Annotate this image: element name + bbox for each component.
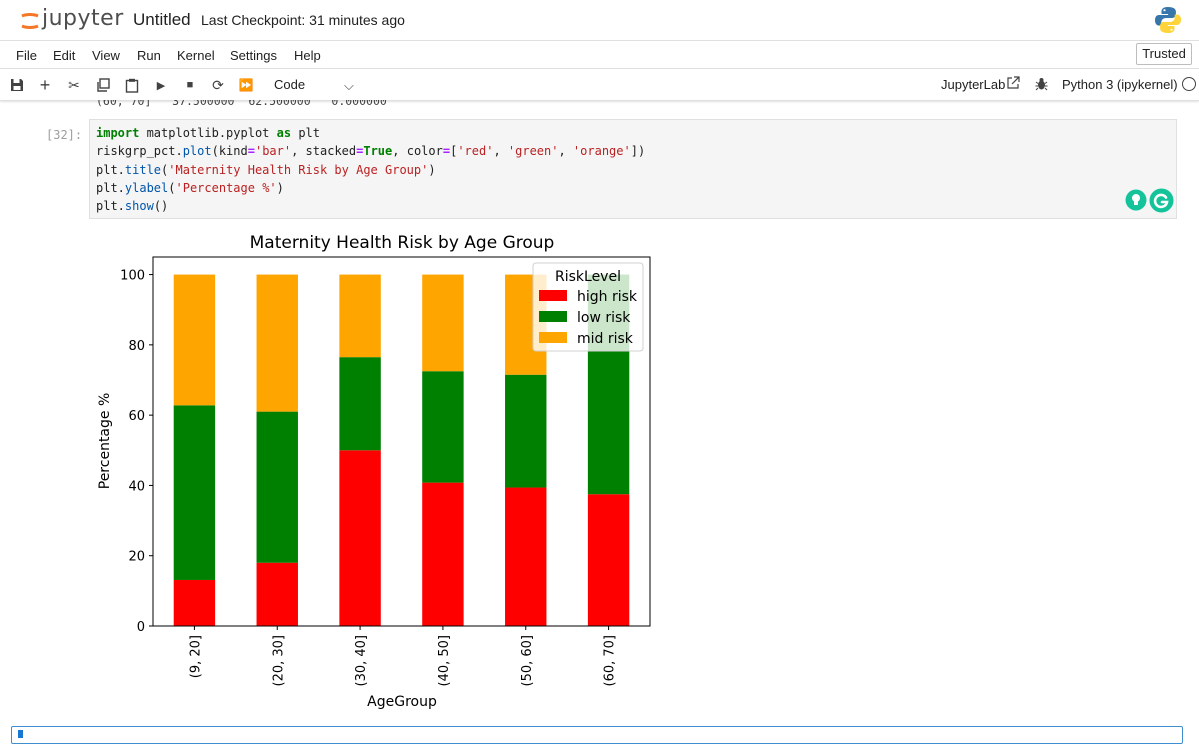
add-icon[interactable]: + <box>39 74 51 95</box>
legend-swatch-0 <box>539 290 567 301</box>
notebook-title[interactable]: Untitled <box>133 10 191 29</box>
cell-prompt: [32]: <box>46 128 83 142</box>
legend-swatch-2 <box>539 332 567 343</box>
run-icon[interactable]: ▶ <box>156 79 166 92</box>
paste-icon[interactable] <box>123 76 141 94</box>
bar-low-risk-3 <box>422 371 464 483</box>
plot-frame <box>152 256 651 627</box>
legend-box <box>532 262 644 352</box>
menu-bar <box>0 41 1199 69</box>
chart-title: Maternity Health Risk by Age Group <box>250 233 555 253</box>
legend-label-2: mid risk <box>577 331 634 347</box>
y-tick-label-0: 0 <box>137 620 145 635</box>
bar-low-risk-4 <box>505 374 547 488</box>
bar-mid-risk-2 <box>339 274 381 358</box>
menu-kernel[interactable]: Kernel <box>177 48 215 63</box>
x-axis-label: AgeGroup <box>367 694 437 710</box>
bar-high-risk-0 <box>173 579 216 626</box>
copy-icon[interactable] <box>94 76 112 94</box>
bar-mid-risk-3 <box>422 274 464 372</box>
stop-icon[interactable]: ■ <box>186 79 194 91</box>
y-tick-label-4: 80 <box>128 339 145 354</box>
x-tick-label-2: (30, 40] <box>354 635 369 687</box>
y-tick-label-2: 40 <box>128 479 145 494</box>
chevron-down-icon[interactable]: ⌵ <box>344 78 354 93</box>
bar-low-risk-1 <box>256 411 298 563</box>
kernel-status-icon <box>1182 77 1196 91</box>
menu-edit[interactable]: Edit <box>53 48 76 63</box>
jupyter-wordmark[interactable]: jupyter <box>42 6 124 31</box>
x-tick-label-4: (50, 60] <box>520 635 535 687</box>
previous-output-row: (60, 70] 37.500000 62.500000 0.000000 <box>96 94 387 108</box>
cell-type-select[interactable]: Code <box>274 77 306 92</box>
next-code-cell[interactable] <box>11 726 1183 744</box>
bar-high-risk-4 <box>505 487 547 626</box>
bar-mid-risk-4 <box>505 274 547 375</box>
code-text[interactable]: import matplotlib.pyplot as plt riskgrp_… <box>96 126 646 214</box>
kernel-name[interactable]: Python 3 (ipykernel) <box>1062 77 1178 92</box>
grammarly-icon[interactable] <box>1149 188 1174 213</box>
x-tick-label-1: (20, 30] <box>271 635 286 687</box>
save-icon[interactable] <box>8 76 26 94</box>
trusted-badge[interactable]: Trusted <box>1136 43 1192 65</box>
code-cell-editor[interactable] <box>89 119 1177 219</box>
menu-run[interactable]: Run <box>137 48 161 63</box>
legend-title: RiskLevel <box>555 269 621 285</box>
checkpoint-status: Last Checkpoint: 31 minutes ago <box>201 12 405 28</box>
bug-icon[interactable] <box>1035 77 1048 96</box>
notebook-toolbar <box>0 69 1199 101</box>
y-axis-label: Percentage % <box>97 393 113 490</box>
y-tick-label-1: 20 <box>128 550 145 565</box>
bar-high-risk-1 <box>256 562 298 626</box>
bar-low-risk-5 <box>587 274 630 495</box>
legend-label-1: low risk <box>577 310 631 326</box>
bar-low-risk-0 <box>173 405 216 580</box>
x-tick-label-5: (60, 70] <box>603 635 618 687</box>
external-link-icon[interactable] <box>1006 76 1020 95</box>
restart-icon[interactable]: ⟳ <box>212 76 224 93</box>
menu-help[interactable]: Help <box>294 48 321 63</box>
x-tick-label-3: (40, 50] <box>437 635 452 687</box>
bar-mid-risk-1 <box>256 274 298 412</box>
x-tick-label-0: (9, 20] <box>188 635 203 678</box>
jupyter-logo-icon[interactable] <box>16 6 136 34</box>
python-logo-icon <box>1155 7 1181 33</box>
fast-forward-icon[interactable]: ⏩ <box>238 78 254 92</box>
bar-high-risk-3 <box>422 482 464 626</box>
jupyterlab-link[interactable]: JupyterLab <box>941 77 1006 92</box>
bar-high-risk-2 <box>339 450 381 626</box>
bar-low-risk-2 <box>339 357 381 451</box>
active-cell-indicator <box>18 730 23 738</box>
y-tick-label-3: 60 <box>128 409 145 424</box>
menu-file[interactable]: File <box>16 48 37 63</box>
cut-icon[interactable]: ✂ <box>68 76 80 93</box>
menu-view[interactable]: View <box>92 48 120 63</box>
y-tick-label-5: 100 <box>120 269 145 284</box>
legend-label-0: high risk <box>577 289 638 305</box>
bar-mid-risk-0 <box>173 274 216 406</box>
lightbulb-icon[interactable] <box>1125 189 1147 211</box>
bar-high-risk-5 <box>587 494 630 626</box>
app-header <box>0 0 1199 41</box>
menu-settings[interactable]: Settings <box>230 48 277 63</box>
legend-swatch-1 <box>539 311 567 322</box>
